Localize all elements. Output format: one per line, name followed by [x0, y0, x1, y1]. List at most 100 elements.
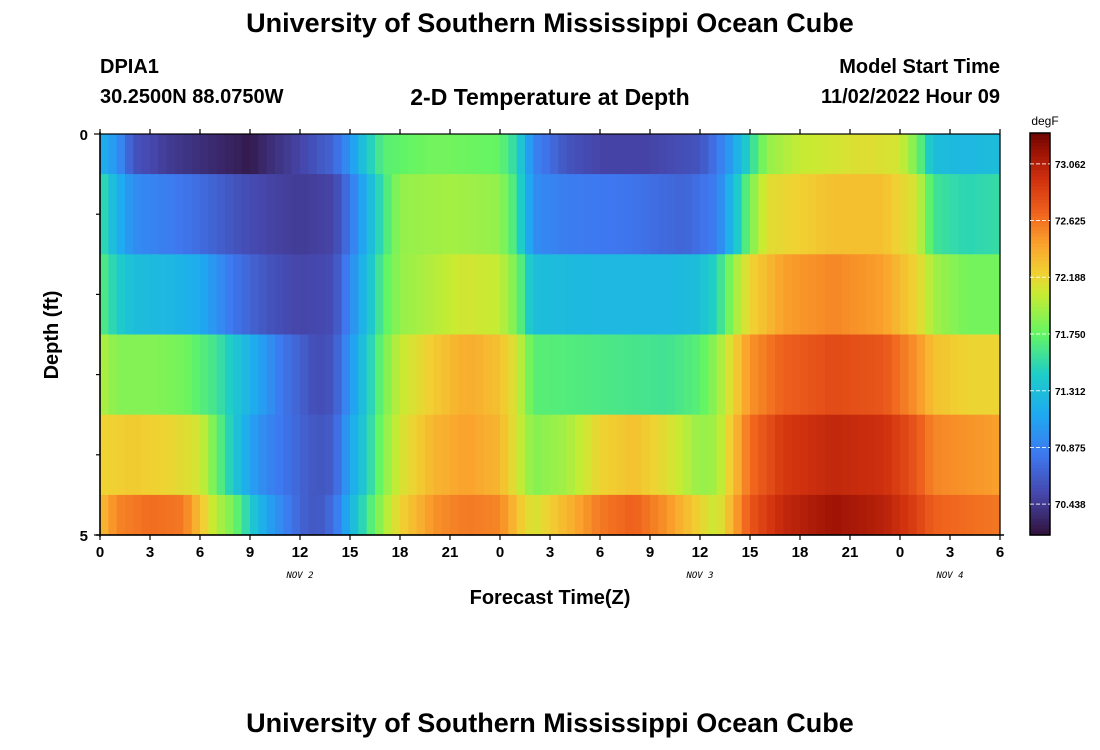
colorbar-segment — [1030, 508, 1050, 513]
colorbar-unit: degF — [1031, 114, 1058, 128]
heatmap-cell — [508, 134, 518, 175]
heatmap-cell — [200, 414, 209, 496]
heatmap-cell — [133, 174, 143, 255]
heatmap-cell — [708, 254, 718, 335]
heatmap-cell — [566, 134, 576, 175]
heatmap-cell — [316, 414, 326, 496]
heatmap-cell — [983, 494, 993, 536]
heatmap-cell — [925, 254, 934, 335]
heatmap-cell — [266, 254, 276, 335]
heatmap-cell — [316, 494, 326, 536]
heatmap-cell — [616, 174, 626, 255]
heatmap-cell — [125, 174, 134, 255]
colorbar-segment — [1030, 226, 1050, 231]
heatmap-cell — [675, 414, 684, 496]
heatmap-cell — [691, 254, 701, 335]
heatmap-cell — [775, 134, 784, 175]
colorbar-segment — [1030, 166, 1050, 171]
heatmap-cell — [658, 174, 668, 255]
heatmap-cell — [666, 254, 676, 335]
heatmap-cell — [341, 254, 351, 335]
heatmap-cell — [958, 334, 968, 416]
heatmap-cell — [675, 494, 684, 536]
heatmap-cell — [533, 134, 543, 175]
heatmap-cell — [233, 254, 243, 335]
y-axis: 05 — [80, 127, 101, 545]
heatmap-cell — [833, 134, 843, 175]
heatmap-cell — [266, 334, 276, 416]
x-tick-label: 18 — [792, 544, 809, 561]
heatmap-cell — [350, 494, 359, 536]
heatmap-cell — [625, 174, 634, 255]
heatmap-cell — [575, 414, 584, 496]
heatmap-cell — [258, 334, 268, 416]
heatmap-cell — [408, 334, 418, 416]
heatmap-cell — [916, 134, 926, 175]
heatmap-cell — [183, 494, 193, 536]
heatmap-cell — [241, 174, 251, 255]
heatmap-cell — [933, 334, 943, 416]
heatmap-cell — [100, 494, 109, 536]
heatmap-cell — [625, 334, 634, 416]
heatmap-cell — [758, 174, 768, 255]
x-tick-label: 9 — [646, 544, 654, 561]
heatmap-cell — [733, 414, 743, 496]
heatmap-cell — [500, 174, 509, 255]
heatmap-cell — [283, 174, 293, 255]
heatmap-cell — [500, 494, 509, 536]
heatmap-cell — [200, 254, 209, 335]
heatmap-cell — [816, 254, 826, 335]
heatmap-cell — [566, 174, 576, 255]
heatmap-cell — [391, 414, 401, 496]
heatmap-cell — [441, 494, 451, 536]
heatmap-cell — [800, 414, 809, 496]
colorbar-segment — [1030, 243, 1050, 248]
colorbar-segment — [1030, 514, 1050, 519]
heatmap-cell — [858, 494, 868, 536]
heatmap-cell — [200, 174, 209, 255]
heatmap-cell — [166, 334, 176, 416]
colorbar-segment — [1030, 230, 1050, 235]
colorbar-segment — [1030, 340, 1050, 345]
heatmap-cell — [641, 134, 651, 175]
colorbar-segment — [1030, 290, 1050, 295]
heatmap-cell — [825, 414, 834, 496]
heatmap-cell — [483, 254, 493, 335]
heatmap-cell — [408, 134, 418, 175]
heatmap-cell — [600, 174, 609, 255]
heatmap-cell — [391, 174, 401, 255]
colorbar-segment — [1030, 173, 1050, 178]
heatmap-cell — [541, 494, 551, 536]
heatmap-cell — [900, 334, 909, 416]
heatmap-cell — [958, 414, 968, 496]
heatmap-cell — [958, 174, 968, 255]
colorbar-segment — [1030, 344, 1050, 348]
heatmap-cell — [200, 494, 209, 536]
heatmap-cell — [733, 494, 743, 536]
heatmap-cell — [766, 494, 776, 536]
colorbar-segment — [1030, 377, 1050, 382]
heatmap-cell — [308, 334, 318, 416]
heatmap-cell — [358, 494, 368, 536]
heatmap-cell — [700, 494, 709, 536]
heatmap-cell — [433, 174, 443, 255]
heatmap-cell — [808, 254, 818, 335]
colorbar-segment — [1030, 297, 1050, 302]
heatmap-cell — [583, 254, 593, 335]
heatmap-cell — [341, 334, 351, 416]
colorbar-segment — [1030, 354, 1050, 359]
heatmap-cell — [175, 334, 184, 416]
colorbar-tick-label: 72.625 — [1055, 217, 1086, 228]
heatmap-cell — [416, 334, 426, 416]
heatmap-cell — [133, 254, 143, 335]
heatmap-cell — [816, 134, 826, 175]
colorbar-segment — [1030, 133, 1050, 137]
heatmap-cell — [583, 494, 593, 536]
heatmap-cell — [400, 414, 409, 496]
heatmap-cell — [841, 134, 851, 175]
colorbar-segment — [1030, 139, 1050, 144]
heatmap-cell — [166, 254, 176, 335]
heatmap-cell — [183, 174, 193, 255]
heatmap-cell — [250, 334, 259, 416]
heatmap-cell — [183, 414, 193, 496]
